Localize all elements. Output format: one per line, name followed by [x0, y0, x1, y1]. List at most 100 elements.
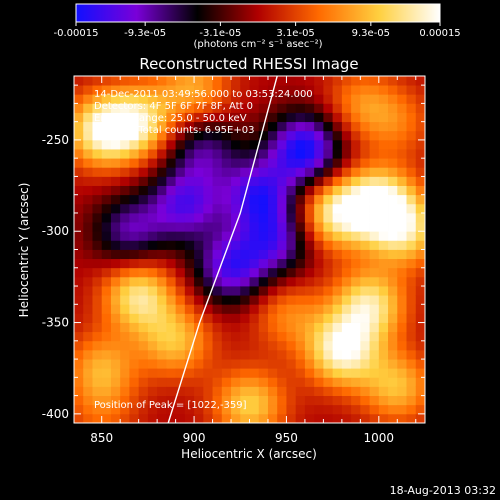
heatmap-cell	[304, 76, 315, 86]
heatmap-cell	[120, 368, 130, 378]
heatmap-cell	[92, 176, 103, 186]
heatmap-cell	[341, 404, 352, 415]
heatmap-cell	[304, 222, 315, 232]
heatmap-cell	[212, 349, 223, 360]
heatmap-cell	[351, 139, 361, 150]
heatmap-cell	[221, 185, 232, 196]
heatmap-cell	[184, 377, 195, 387]
heatmap-cell	[231, 304, 241, 314]
heatmap-cell	[129, 185, 140, 196]
heatmap-cell	[166, 404, 177, 415]
heatmap-cell	[369, 258, 380, 269]
heatmap-cell	[286, 295, 297, 305]
heatmap-cell	[388, 313, 398, 323]
heatmap-cell	[397, 395, 407, 406]
heatmap-cell	[83, 194, 93, 205]
heatmap-cell	[406, 158, 417, 168]
heatmap-cell	[351, 413, 361, 423]
heatmap-cell	[110, 404, 121, 415]
heatmap-cell	[277, 130, 287, 141]
heatmap-cell	[194, 404, 204, 415]
heatmap-cell	[258, 222, 269, 232]
heatmap-cell	[397, 349, 407, 360]
heatmap-cell	[83, 386, 93, 396]
heatmap-cell	[194, 413, 204, 423]
heatmap-cell	[378, 103, 389, 113]
y-tick-label: -250	[42, 133, 69, 147]
heatmap-cell	[157, 249, 167, 260]
heatmap-cell	[138, 349, 149, 360]
heatmap-cell	[415, 222, 425, 232]
heatmap-cell	[304, 158, 315, 168]
heatmap-cell	[351, 203, 361, 214]
heatmap-cell	[397, 413, 407, 423]
heatmap-cell	[83, 313, 93, 323]
heatmap-cell	[194, 359, 204, 369]
heatmap-cell	[314, 85, 324, 95]
heatmap-cell	[388, 377, 398, 387]
heatmap-cell	[258, 139, 269, 150]
heatmap-cell	[378, 413, 389, 423]
heatmap-cell	[92, 139, 103, 150]
heatmap-cell	[175, 94, 186, 104]
heatmap-cell	[166, 212, 177, 223]
heatmap-cell	[415, 249, 425, 260]
heatmap-cell	[341, 286, 352, 296]
heatmap-cell	[184, 76, 195, 86]
heatmap-cell	[194, 304, 204, 314]
heatmap-cell	[83, 295, 93, 305]
heatmap-cell	[166, 386, 177, 396]
heatmap-cell	[101, 313, 112, 323]
heatmap-cell	[92, 249, 103, 260]
heatmap-cell	[120, 222, 130, 232]
heatmap-cell	[147, 240, 158, 250]
heatmap-cell	[147, 368, 158, 378]
heatmap-cell	[120, 103, 130, 113]
heatmap-cell	[295, 340, 306, 351]
heatmap-cell	[129, 240, 140, 250]
heatmap-cell	[267, 76, 278, 86]
heatmap-cell	[369, 130, 380, 141]
heatmap-cell	[314, 76, 324, 86]
heatmap-cell	[388, 276, 398, 287]
heatmap-cell	[194, 258, 204, 269]
heatmap-cell	[397, 340, 407, 351]
heatmap-cell	[277, 359, 287, 369]
heatmap-cell	[323, 185, 334, 196]
heatmap-cell	[304, 258, 315, 269]
heatmap-cell	[249, 304, 260, 314]
heatmap-cell	[351, 304, 361, 314]
heatmap-cell	[231, 286, 241, 296]
heatmap-cell	[175, 130, 186, 141]
heatmap-cell	[360, 276, 370, 287]
y-axis-label: Heliocentric Y (arcsec)	[17, 183, 31, 318]
heatmap-cell	[304, 167, 315, 177]
heatmap-cell	[92, 158, 103, 168]
heatmap-cell	[240, 139, 250, 150]
heatmap-cell	[415, 121, 425, 132]
heatmap-cell	[249, 176, 260, 186]
heatmap-cell	[304, 185, 315, 196]
heatmap-cell	[323, 212, 334, 223]
heatmap-cell	[83, 85, 93, 95]
heatmap-cell	[203, 313, 213, 323]
heatmap-cell	[397, 386, 407, 396]
heatmap-cell	[360, 222, 370, 232]
heatmap-cell	[147, 194, 158, 205]
heatmap-cell	[351, 267, 361, 278]
heatmap-cell	[110, 240, 121, 250]
heatmap-cell	[258, 76, 269, 86]
heatmap-cell	[83, 395, 93, 406]
heatmap-cell	[369, 240, 380, 250]
heatmap-cell	[110, 322, 121, 333]
heatmap-cell	[397, 212, 407, 223]
heatmap-cell	[323, 194, 334, 205]
heatmap-cell	[101, 404, 112, 415]
heatmap-cell	[231, 359, 241, 369]
heatmap-cell	[415, 258, 425, 269]
heatmap-cell	[92, 121, 103, 132]
heatmap-cell	[221, 94, 232, 104]
heatmap-cell	[138, 121, 149, 132]
heatmap-cell	[184, 176, 195, 186]
heatmap-cell	[415, 413, 425, 423]
